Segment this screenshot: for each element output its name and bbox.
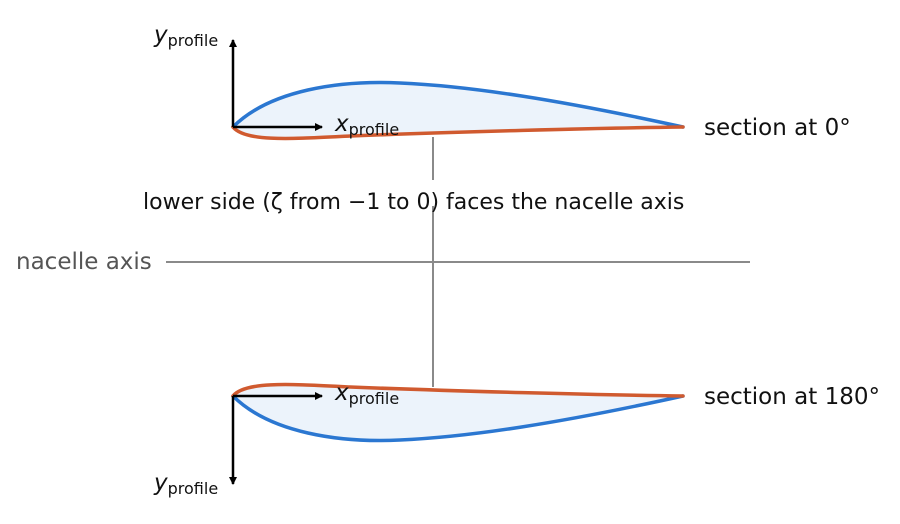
x-profile-symbol-bottom: x xyxy=(334,380,349,406)
section-bottom: yprofile xprofile section at 180° xyxy=(153,380,880,498)
x-profile-label-top: xprofile xyxy=(334,111,399,139)
caption: lower side (ζ from −1 to 0) faces the na… xyxy=(143,190,684,215)
y-profile-label-bottom: yprofile xyxy=(153,470,218,498)
x-profile-symbol-top: x xyxy=(334,111,349,137)
y-profile-symbol-top: y xyxy=(153,22,168,48)
section-top: yprofile xprofile section at 0° xyxy=(153,22,851,141)
section-bottom-upper-side xyxy=(231,394,685,443)
y-profile-subscript-bottom: profile xyxy=(168,479,219,498)
section-top-lower-side xyxy=(231,125,685,141)
y-profile-subscript-top: profile xyxy=(168,31,219,50)
section-bottom-fill xyxy=(233,384,683,441)
section-top-upper-side xyxy=(231,80,685,129)
x-profile-subscript-top: profile xyxy=(349,120,400,139)
section-bottom-lower-side xyxy=(231,382,685,398)
x-profile-label-bottom: xprofile xyxy=(334,380,399,408)
x-profile-subscript-bottom: profile xyxy=(349,389,400,408)
nacelle-axis-label: nacelle axis xyxy=(16,249,152,275)
y-profile-symbol-bottom: y xyxy=(153,470,168,496)
y-profile-label-top: yprofile xyxy=(153,22,218,50)
section-top-fill xyxy=(233,82,683,139)
section-top-label: section at 0° xyxy=(704,115,851,141)
section-bottom-label: section at 180° xyxy=(704,384,880,410)
